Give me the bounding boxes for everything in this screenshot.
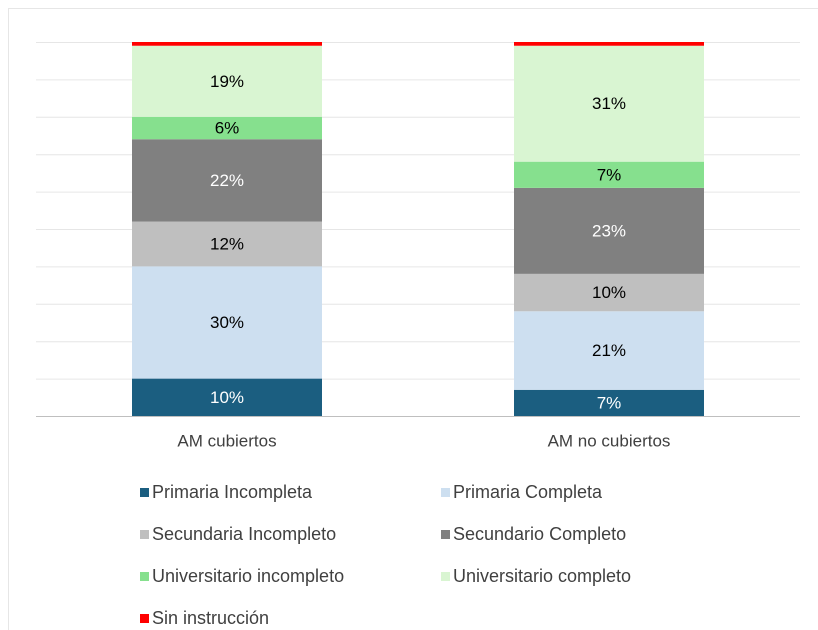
- data-label: 22%: [210, 171, 244, 190]
- bar-segment: [132, 139, 322, 222]
- legend-label: Primaria Completa: [453, 482, 603, 502]
- legend-swatch: [140, 488, 149, 497]
- legend-label: Secundario Completo: [453, 524, 626, 544]
- bar-segment: [514, 161, 704, 188]
- x-tick-label: AM cubiertos: [177, 431, 276, 450]
- data-label: 30%: [210, 313, 244, 332]
- data-label: 10%: [210, 388, 244, 407]
- data-label: 23%: [592, 221, 626, 240]
- data-label: 7%: [597, 165, 622, 184]
- data-label: 6%: [215, 119, 240, 138]
- bar-segment: [514, 187, 704, 274]
- legend-swatch: [441, 572, 450, 581]
- bar-segment: [132, 42, 322, 46]
- bar-segment: [514, 311, 704, 390]
- x-tick-label: AM no cubiertos: [548, 431, 671, 450]
- data-label: 12%: [210, 234, 244, 253]
- legend-label: Universitario completo: [453, 566, 631, 586]
- bar-segment: [514, 45, 704, 162]
- bar-segment: [514, 42, 704, 46]
- legend-swatch: [140, 530, 149, 539]
- legend-label: Universitario incompleto: [152, 566, 344, 586]
- data-label: 19%: [210, 72, 244, 91]
- legend-swatch: [140, 614, 149, 623]
- bar-segment: [132, 378, 322, 416]
- data-label: 7%: [597, 393, 622, 412]
- data-label: 31%: [592, 94, 626, 113]
- legend-label: Primaria Incompleta: [152, 482, 313, 502]
- chart-frame: [8, 8, 818, 630]
- bar-segment: [514, 273, 704, 312]
- legend-label: Sin instrucción: [152, 608, 269, 628]
- data-label: 21%: [592, 341, 626, 360]
- bar-segment: [132, 45, 322, 117]
- legend-label: Secundaria Incompleto: [152, 524, 336, 544]
- legend-swatch: [140, 572, 149, 581]
- legend-swatch: [441, 488, 450, 497]
- bar-segment: [132, 266, 322, 379]
- data-label: 10%: [592, 283, 626, 302]
- bar-segment: [132, 116, 322, 140]
- bar-segment: [514, 389, 704, 416]
- legend-swatch: [441, 530, 450, 539]
- bar-segment: [132, 221, 322, 267]
